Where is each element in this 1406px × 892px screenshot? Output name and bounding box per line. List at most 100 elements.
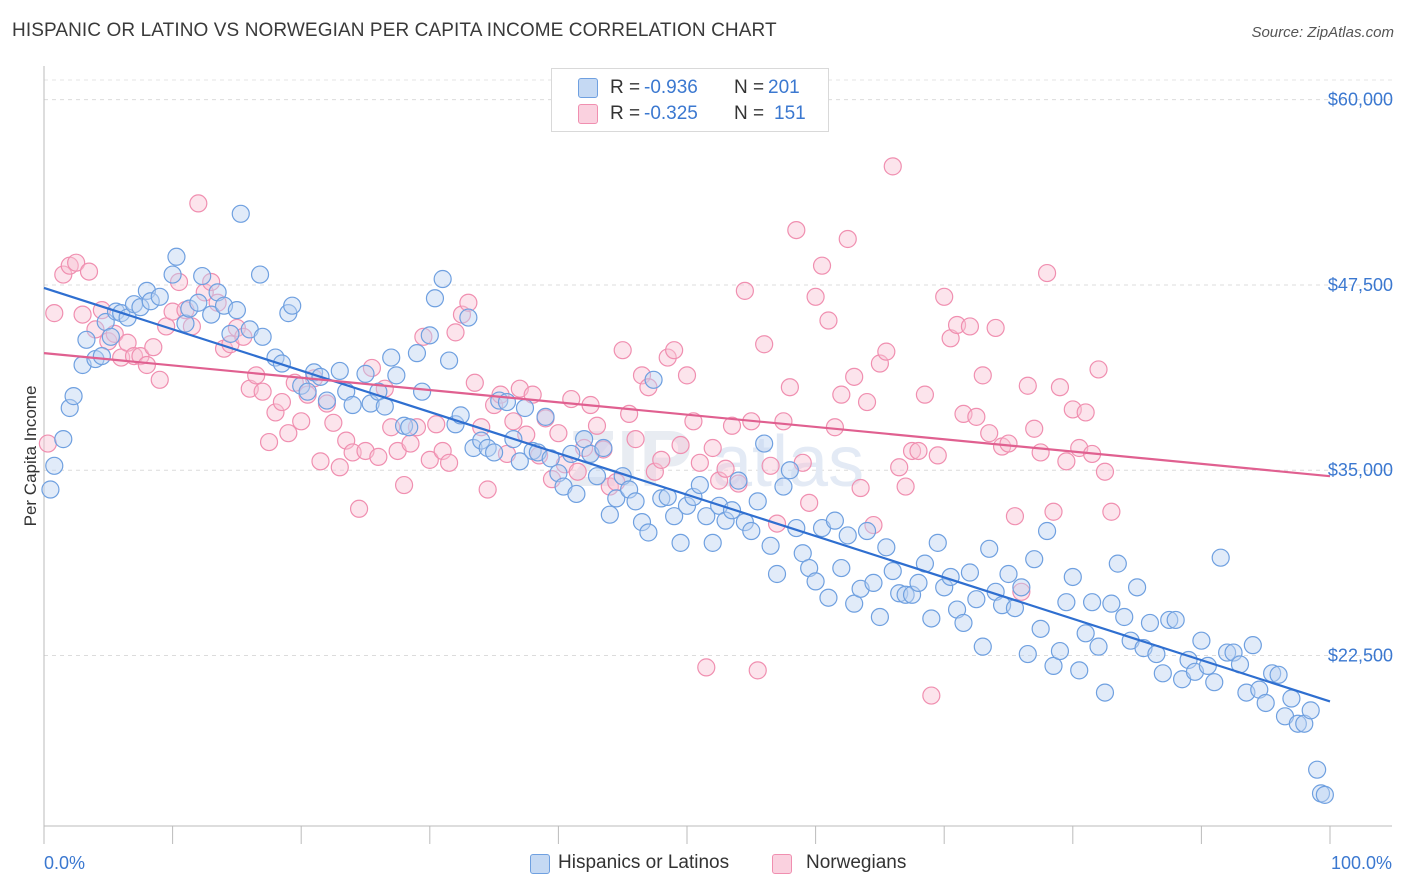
norwegians-point-146 bbox=[980, 424, 999, 443]
grid-lines bbox=[44, 79, 1392, 657]
hispanics-point-110 bbox=[767, 564, 787, 584]
hispanics-point-156 bbox=[1063, 567, 1082, 587]
norwegians-point-161 bbox=[1076, 403, 1095, 422]
hispanics-point-84 bbox=[600, 505, 619, 524]
hispanics-point-190 bbox=[1282, 689, 1301, 708]
hispanics-point-143 bbox=[980, 539, 999, 558]
norwegians-point-125 bbox=[845, 367, 864, 386]
hispanics-point-130 bbox=[896, 585, 915, 604]
norwegians-point-100 bbox=[684, 412, 703, 431]
norwegians-point-118 bbox=[800, 493, 819, 512]
norwegians-point-20 bbox=[169, 272, 189, 292]
norwegians-point-56 bbox=[401, 434, 420, 453]
norwegians-point-147 bbox=[986, 318, 1005, 338]
hispanics-point-120 bbox=[832, 558, 851, 578]
hispanics-point-172 bbox=[1166, 610, 1185, 630]
hispanics-point-22 bbox=[180, 299, 199, 318]
norwegians-point-37 bbox=[279, 424, 298, 443]
hispanics-point-98 bbox=[690, 475, 709, 495]
hispanics-point-33 bbox=[253, 327, 272, 346]
y-tick-labels: $22,500 $35,000 $47,500 $60,000 bbox=[1328, 90, 1393, 666]
hispanics-point-57 bbox=[425, 289, 445, 308]
legend-n-label: N = bbox=[734, 103, 765, 124]
hispanics-point-142 bbox=[973, 637, 992, 656]
hispanics-point-19 bbox=[163, 265, 182, 284]
legend-n-label: N = bbox=[734, 77, 765, 98]
hispanics-point-196 bbox=[1315, 785, 1334, 804]
hispanics-point-170 bbox=[1153, 664, 1172, 683]
norwegians-point-132 bbox=[890, 458, 909, 477]
x-tick-max: 100.0% bbox=[1331, 853, 1392, 873]
norwegians-point-139 bbox=[935, 287, 954, 306]
norwegians-point-153 bbox=[1025, 419, 1044, 438]
norwegians-point-48 bbox=[349, 499, 369, 518]
hispanics-point-30 bbox=[231, 204, 250, 223]
hispanics-point-194 bbox=[1308, 760, 1327, 779]
norwegians-point-36 bbox=[272, 392, 292, 412]
norwegians-point-85 bbox=[587, 416, 607, 435]
hispanics-point-188 bbox=[1269, 665, 1288, 684]
legend-swatch-pink bbox=[772, 854, 792, 874]
norwegians-point-46 bbox=[337, 431, 356, 450]
norwegians-point-129 bbox=[870, 354, 890, 373]
norwegians-point-120 bbox=[812, 256, 832, 275]
norwegians-point-59 bbox=[420, 450, 439, 469]
norwegians-point-144 bbox=[967, 407, 986, 426]
norwegians-point-114 bbox=[774, 412, 793, 431]
hispanics-point-64 bbox=[472, 431, 491, 450]
hispanics-point-95 bbox=[671, 533, 690, 552]
norwegians-point-138 bbox=[928, 446, 947, 465]
hispanics-point-132 bbox=[909, 573, 928, 592]
norwegians-point-68 bbox=[478, 480, 497, 499]
norwegians-point-25 bbox=[202, 272, 221, 292]
hispanics-point-139 bbox=[954, 613, 973, 633]
hispanics-point-118 bbox=[819, 588, 838, 607]
hispanics-point-193 bbox=[1301, 701, 1320, 720]
hispanics-point-37 bbox=[283, 296, 302, 315]
hispanics-point-58 bbox=[433, 269, 452, 289]
hispanics-point-121 bbox=[838, 526, 857, 545]
norwegians-point-143 bbox=[960, 317, 980, 336]
hispanics-point-127 bbox=[877, 538, 896, 557]
hispanics-point-6 bbox=[77, 330, 96, 349]
hispanics-point-119 bbox=[825, 511, 844, 530]
hispanics-point-87 bbox=[620, 480, 639, 499]
hispanics-point-168 bbox=[1140, 613, 1160, 633]
y-tick-label-0: $22,500 bbox=[1328, 646, 1393, 666]
norwegians-point-154 bbox=[1031, 443, 1050, 462]
hispanics-point-109 bbox=[761, 536, 780, 555]
hispanics-point-149 bbox=[1018, 644, 1037, 664]
hispanics-point-18 bbox=[150, 287, 169, 306]
hispanics-point-70 bbox=[510, 452, 529, 471]
norwegians-point-61 bbox=[433, 441, 452, 461]
hispanics-point-51 bbox=[387, 366, 406, 385]
legend-r-value: -0.325 bbox=[644, 103, 698, 124]
hispanics-point-25 bbox=[202, 305, 221, 324]
hispanics-point-76 bbox=[549, 464, 568, 483]
hispanics-point-63 bbox=[464, 438, 483, 458]
norwegians-point-135 bbox=[909, 441, 928, 461]
hispanics-point-126 bbox=[870, 607, 890, 627]
norwegians-point-72 bbox=[504, 412, 523, 431]
norwegians-point-1 bbox=[45, 304, 64, 323]
norwegians-point-6 bbox=[79, 262, 99, 281]
hispanics-point-43 bbox=[330, 361, 349, 381]
norwegians-point-106 bbox=[722, 416, 742, 435]
hispanics-point-112 bbox=[780, 461, 799, 480]
norwegians-point-98 bbox=[671, 435, 690, 455]
hispanics-point-55 bbox=[412, 382, 432, 401]
hispanics-point-2 bbox=[54, 430, 73, 449]
hispanics-point-91 bbox=[644, 370, 663, 389]
hispanics-point-71 bbox=[515, 398, 535, 418]
norwegians-point-105 bbox=[716, 459, 735, 478]
legend-n-value: 151 bbox=[774, 103, 806, 124]
hispanics-point-131 bbox=[902, 585, 922, 604]
legend-item-hispanics: Hispanics or Latinos bbox=[530, 852, 750, 876]
hispanics-point-50 bbox=[382, 348, 401, 367]
hispanics-point-24 bbox=[193, 266, 212, 286]
y-tick-label-1: $35,000 bbox=[1328, 460, 1393, 480]
norwegians-point-97 bbox=[665, 341, 684, 360]
norwegians-point-2 bbox=[54, 265, 73, 284]
norwegians-point-102 bbox=[697, 658, 716, 677]
